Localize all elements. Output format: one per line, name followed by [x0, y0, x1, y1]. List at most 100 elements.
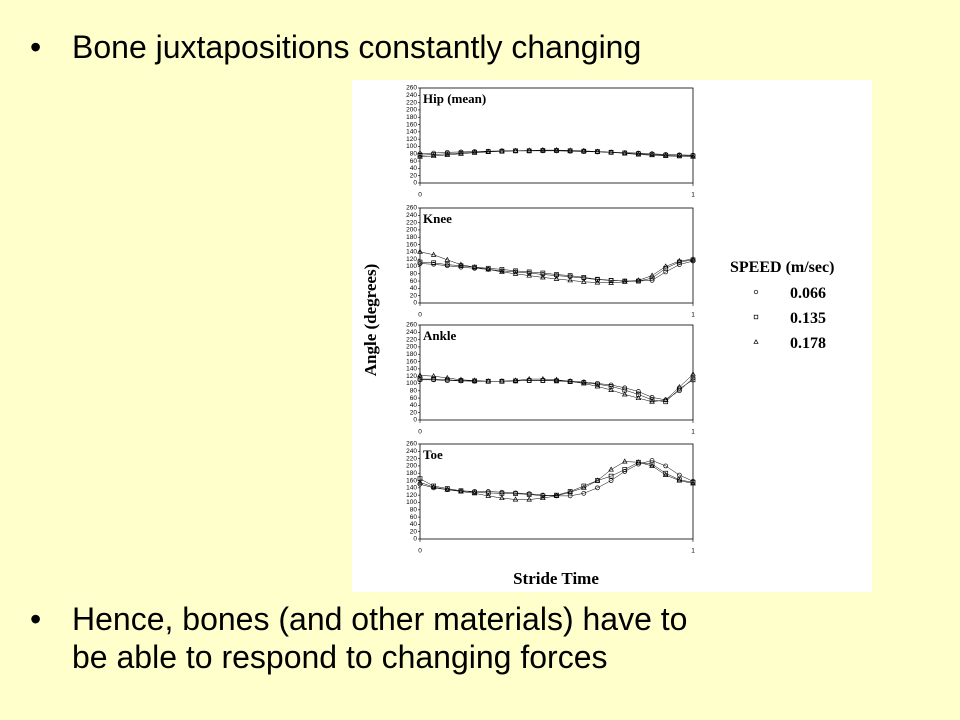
marker-triangle: [458, 376, 464, 382]
marker-square: [608, 277, 614, 283]
marker-triangle: [417, 248, 423, 254]
panel-title: Ankle: [423, 328, 456, 343]
marker-triangle: [471, 264, 478, 270]
series-line: [419, 374, 694, 402]
marker-circle: [608, 478, 614, 483]
series-line: [420, 377, 694, 401]
bullet-dot: •: [30, 601, 41, 637]
y-tick-label: 200: [406, 463, 417, 470]
marker-square: [431, 152, 436, 157]
legend-marker: [753, 289, 759, 295]
marker-triangle: [608, 149, 614, 155]
y-tick-label: 120: [406, 492, 417, 499]
marker-triangle: [458, 150, 464, 156]
marker-triangle: [553, 146, 560, 153]
legend-label: 0.178: [790, 335, 826, 352]
marker-triangle: [649, 462, 655, 468]
marker-triangle: [526, 272, 532, 278]
marker-triangle: [499, 494, 505, 501]
marker-triangle: [662, 471, 669, 478]
marker-triangle: [512, 270, 519, 276]
legend-title: SPEED (m/sec): [730, 259, 834, 276]
marker-circle: [676, 472, 682, 478]
marker-triangle: [526, 496, 532, 502]
marker-triangle: [540, 274, 546, 280]
marker-triangle: [471, 149, 478, 155]
y-tick-label: 220: [406, 219, 417, 226]
marker-triangle: [676, 257, 683, 263]
marker-triangle: [594, 148, 601, 154]
series-line: [419, 461, 694, 500]
marker-triangle: [444, 374, 451, 380]
marker-triangle: [417, 153, 423, 159]
marker-triangle: [471, 377, 478, 383]
marker-triangle: [485, 492, 492, 498]
marker-triangle: [430, 152, 437, 158]
marker-triangle: [499, 378, 505, 384]
marker-square: [581, 148, 587, 154]
marker-triangle: [635, 394, 642, 401]
marker-triangle: [690, 153, 696, 159]
marker-triangle: [621, 458, 628, 464]
y-tick-label: 100: [406, 380, 417, 387]
y-tick-label: 180: [406, 351, 417, 358]
y-tick-label: 160: [406, 477, 417, 484]
y-tick-label: 80: [410, 150, 418, 157]
plot-frame: [419, 443, 694, 540]
marker-triangle: [581, 278, 587, 284]
y-axis-label: Angle (degrees): [361, 264, 380, 377]
marker-triangle: [430, 251, 437, 257]
y-tick-label: 260: [406, 322, 417, 329]
marker-triangle: [608, 386, 614, 392]
marker-square: [513, 491, 518, 497]
marker-triangle: [540, 494, 546, 501]
y-tick-label: 80: [410, 387, 418, 394]
x-tick-label: 1: [691, 429, 695, 436]
marker-square: [636, 392, 641, 397]
marker-triangle: [567, 378, 573, 384]
y-tick-label: 20: [410, 528, 418, 535]
y-tick-label: 0: [413, 300, 417, 307]
y-tick-label: 120: [406, 256, 417, 263]
y-tick-label: 140: [406, 485, 417, 492]
marker-triangle: [690, 371, 696, 377]
series-line: [419, 150, 694, 157]
y-tick-label: 20: [410, 292, 418, 299]
marker-square: [417, 152, 423, 158]
legend-marker: [753, 314, 759, 320]
marker-triangle: [499, 268, 505, 274]
panel-title: Knee: [423, 211, 452, 226]
marker-square: [622, 467, 628, 472]
marker-triangle: [458, 261, 464, 267]
panel-title: Hip (mean): [423, 91, 486, 106]
marker-triangle: [621, 150, 628, 156]
marker-triangle: [417, 372, 423, 378]
y-tick-label: 120: [406, 373, 417, 380]
y-tick-label: 160: [406, 121, 417, 128]
marker-triangle: [594, 383, 601, 389]
y-tick-label: 160: [406, 358, 417, 365]
marker-triangle: [690, 256, 696, 262]
marker-triangle: [553, 492, 560, 498]
marker-square: [649, 275, 655, 281]
legend-label: 0.066: [790, 285, 826, 302]
y-tick-label: 40: [410, 521, 418, 528]
marker-square: [554, 148, 559, 153]
y-tick-label: 200: [406, 344, 417, 351]
marker-square: [444, 262, 450, 267]
y-tick-label: 100: [406, 143, 417, 150]
marker-triangle: [676, 153, 683, 159]
y-tick-label: 240: [406, 329, 417, 336]
y-tick-label: 60: [410, 514, 418, 521]
marker-triangle: [581, 380, 587, 386]
marker-triangle: [485, 378, 492, 384]
x-tick-label: 0: [418, 192, 422, 199]
bullet: Hence, bones (and other materials) have …: [72, 601, 687, 675]
bullet-dot: •: [30, 29, 41, 65]
y-tick-label: 260: [406, 441, 417, 448]
marker-triangle: [444, 151, 451, 157]
y-tick-label: 180: [406, 470, 417, 477]
y-tick-label: 220: [406, 455, 417, 462]
marker-triangle: [553, 275, 560, 281]
